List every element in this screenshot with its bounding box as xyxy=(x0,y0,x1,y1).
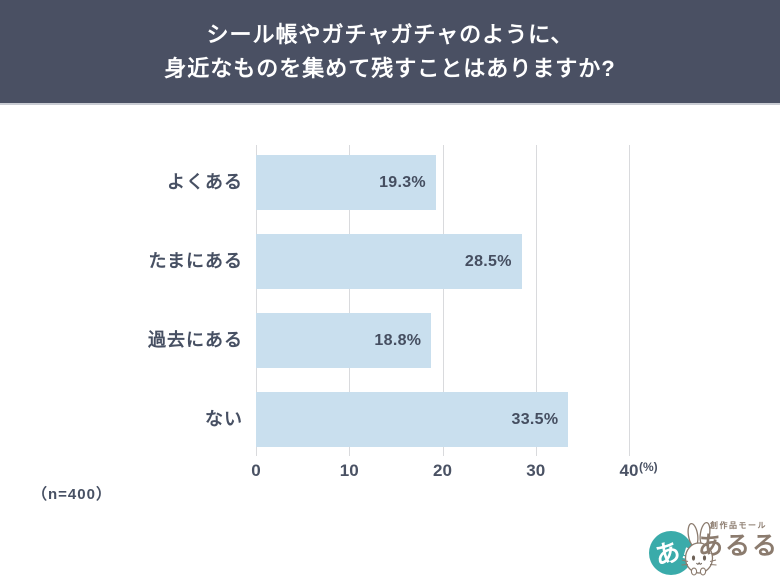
aruru-logo-text: 創作品モール あるる xyxy=(698,520,780,560)
x-tick-label: 0 xyxy=(251,461,261,480)
category-label: たまにある xyxy=(148,251,243,271)
gridline xyxy=(349,145,351,456)
aruru-logo-mark: あ ! xyxy=(649,521,717,576)
bar-value-label: 19.3% xyxy=(379,173,426,191)
category-label: よくある xyxy=(167,172,243,192)
x-tick-label: 30 xyxy=(526,461,546,480)
bar-value-label: 18.8% xyxy=(374,331,422,349)
category-label: 過去にある xyxy=(148,330,243,350)
gridline xyxy=(256,145,257,456)
logo-main-text: あるる xyxy=(698,532,780,560)
x-tick-label: 20 xyxy=(433,461,452,480)
x-tick-label: 10 xyxy=(339,461,359,480)
bar-value-label: 33.5% xyxy=(511,410,559,428)
aruru-logo: あ ! xyxy=(646,516,780,580)
bar: 28.5% xyxy=(256,234,522,289)
chart-title-banner: シール帳やガチャガチャのように、 身近なものを集めて残すことはありますか? xyxy=(0,0,780,105)
category-label: ない xyxy=(205,409,243,429)
logo-small-text: 創作品モール xyxy=(710,521,767,530)
rabbit-icon xyxy=(681,521,717,576)
x-axis-unit-label: (%) xyxy=(639,460,658,474)
sample-size-note: （n=400） xyxy=(32,486,112,503)
chart-title-line1: シール帳やガチャガチャのように、 xyxy=(206,21,574,47)
gridline xyxy=(442,145,444,456)
plot-area: 19.3% 28.5% 18.8% 33.5% xyxy=(256,145,630,456)
bar: 19.3% xyxy=(256,155,436,210)
x-tick-label: 40 xyxy=(619,461,639,480)
aruru-badge-icon: あ ! xyxy=(649,531,693,575)
bar: 33.5% xyxy=(256,392,569,447)
category-labels: よくあるたまにある過去にあるない xyxy=(0,145,243,456)
bar: 18.8% xyxy=(256,313,432,368)
chart-title-line2: 身近なものを集めて残すことはありますか? xyxy=(164,55,616,81)
svg-text:!: ! xyxy=(680,545,690,563)
x-axis-ticks: 0 10 20 30 40 xyxy=(251,461,638,481)
bar-value-label: 28.5% xyxy=(464,252,512,270)
gridline xyxy=(535,145,537,456)
gridline xyxy=(629,145,630,456)
